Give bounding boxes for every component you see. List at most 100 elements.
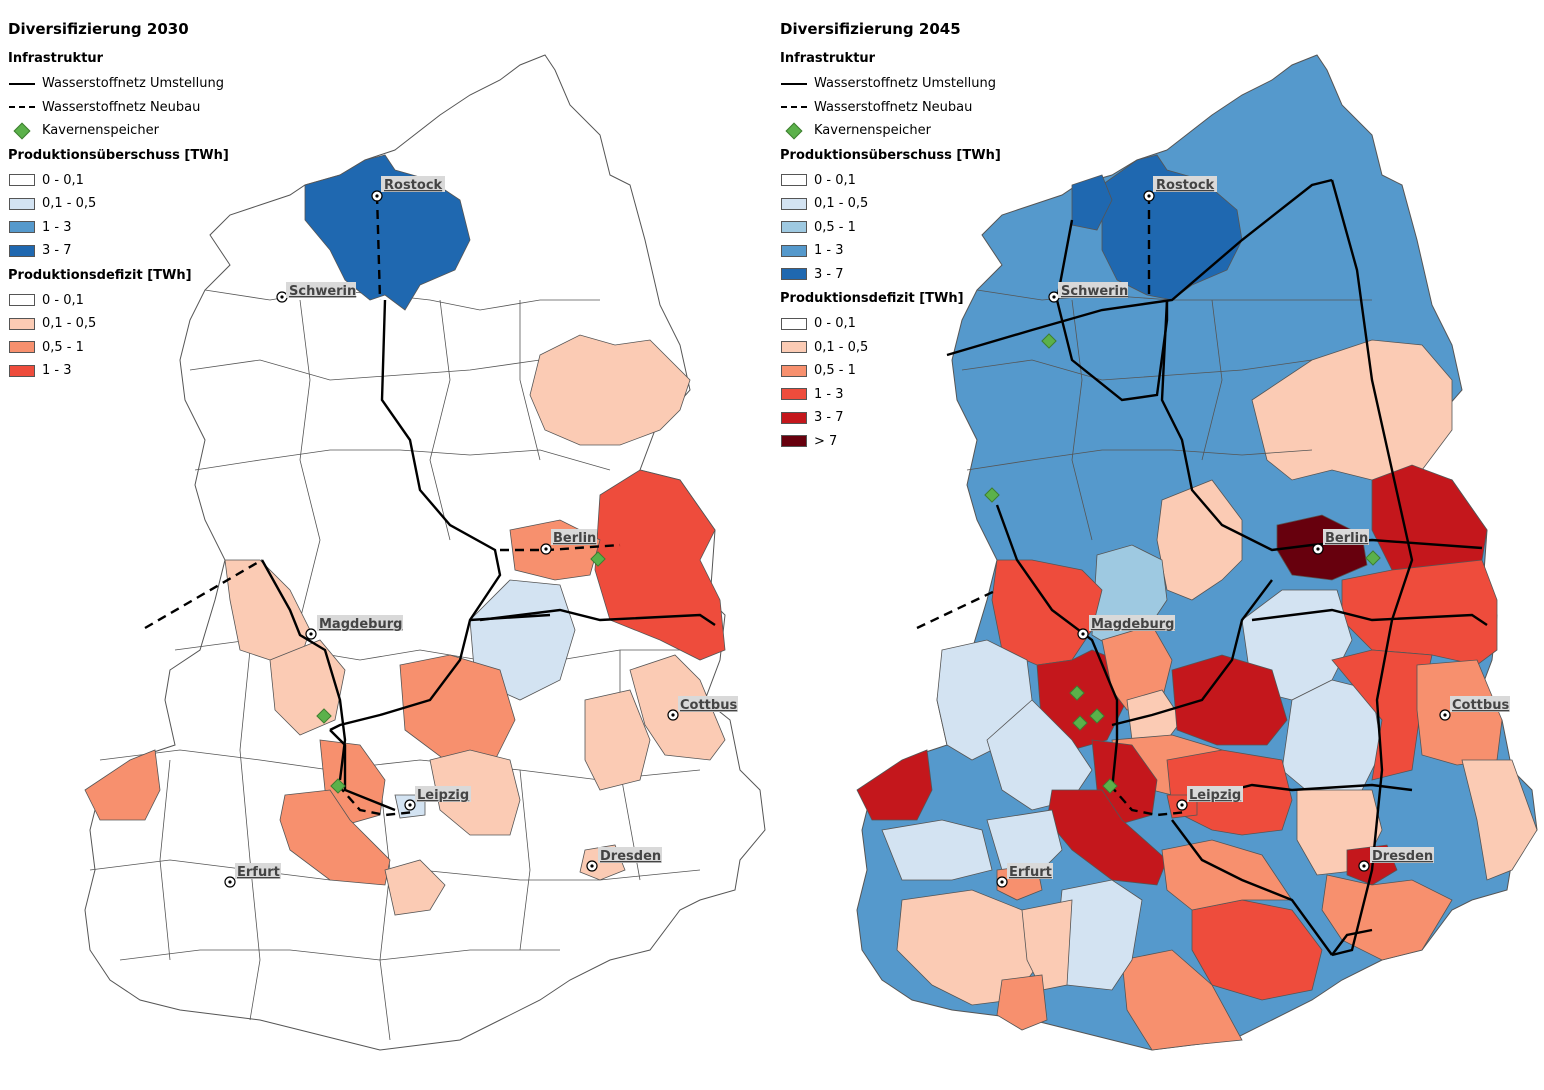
city-schwerin: Schwerin xyxy=(1048,282,1128,303)
swatch-icon xyxy=(781,364,807,377)
region-oder xyxy=(1371,464,1488,571)
region-saale xyxy=(279,789,391,886)
city-dresden: Dresden xyxy=(1358,847,1434,872)
map-2045: Rostock Schwerin Berlin Magdeburg Cottbu… xyxy=(856,54,1538,1051)
svg-text:Magdeburg: Magdeburg xyxy=(1091,617,1174,632)
legend-item-deficit: 0,5 - 1 xyxy=(8,336,229,360)
svg-text:Erfurt: Erfurt xyxy=(237,865,280,880)
swatch-icon xyxy=(9,317,35,330)
region-gotha xyxy=(881,819,993,881)
region-zwickau xyxy=(1121,949,1243,1051)
legend-item-surplus: 1 - 3 xyxy=(8,216,229,240)
city-dresden: Dresden xyxy=(586,847,662,872)
region-eichsfeld xyxy=(856,749,933,821)
legend-item-surplus: 0 - 0,1 xyxy=(8,169,229,193)
diamond-icon xyxy=(785,122,803,140)
legend-heading-infrastructure: Infrastruktur xyxy=(780,51,876,66)
legend-item-conversion: Wasserstoffnetz Umstellung xyxy=(8,72,229,96)
swatch-icon xyxy=(781,197,807,210)
svg-text:Rostock: Rostock xyxy=(384,178,443,193)
storage-diamond xyxy=(984,487,1000,503)
pipelines-conversion xyxy=(946,178,1488,957)
region-uckermark-south xyxy=(1251,339,1453,481)
legend-heading-surplus: Produktionsüberschuss [TWh] xyxy=(8,147,229,163)
legend-heading-deficit: Produktionsdefizit [TWh] xyxy=(780,291,964,306)
legend-2045: Infrastruktur Wasserstoffnetz Umstellung… xyxy=(780,50,1001,453)
pipelines-conversion xyxy=(260,299,716,812)
swatch-icon xyxy=(781,317,807,330)
dashed-line-icon xyxy=(9,106,35,109)
swatch-icon xyxy=(9,341,35,354)
swatch-icon xyxy=(781,411,807,424)
legend-item-surplus: 3 - 7 xyxy=(780,263,1001,287)
solid-line-icon xyxy=(781,82,807,85)
region-spree-neisse xyxy=(1461,759,1538,881)
map-title: Diversifizierung 2045 xyxy=(780,20,961,38)
storage-diamond xyxy=(1041,333,1057,349)
city-erfurt: Erfurt xyxy=(996,863,1053,888)
svg-text:Berlin: Berlin xyxy=(553,531,596,546)
city-markers: Rostock Schwerin Berlin Magdeburg Cottbu… xyxy=(224,176,738,888)
legend-item-storage: Kavernenspeicher xyxy=(780,119,1001,143)
svg-text:Cottbus: Cottbus xyxy=(680,698,737,713)
legend-item-deficit: 0,1 - 0,5 xyxy=(780,336,1001,360)
legend-item-surplus: 0 - 0,1 xyxy=(780,169,1001,193)
swatch-icon xyxy=(9,364,35,377)
svg-text:Dresden: Dresden xyxy=(600,849,661,864)
region-oder-spree xyxy=(1341,559,1498,666)
legend-item-surplus: 3 - 7 xyxy=(8,239,229,263)
city-berlin: Berlin xyxy=(1312,529,1369,555)
region-eichsfeld xyxy=(84,749,161,821)
legend-item-deficit: 1 - 3 xyxy=(8,359,229,383)
city-markers: Rostock Schwerin Berlin Magdeburg Cottbu… xyxy=(996,176,1510,888)
region-elbe-elster xyxy=(584,689,651,791)
city-magdeburg: Magdeburg xyxy=(1077,615,1175,640)
city-rostock: Rostock xyxy=(1143,176,1217,202)
legend-item-deficit: 0,1 - 0,5 xyxy=(8,312,229,336)
storage-sites xyxy=(316,551,606,794)
choropleth-2045 xyxy=(856,154,1538,1051)
legend-heading-infrastructure: Infrastruktur xyxy=(8,51,104,66)
svg-text:Leipzig: Leipzig xyxy=(1189,788,1241,803)
svg-text:Schwerin: Schwerin xyxy=(289,284,356,299)
storage-diamond xyxy=(590,551,606,567)
legend-item-deficit: > 7 xyxy=(780,430,1001,454)
region-mansfeld xyxy=(986,699,1093,811)
region-teltow xyxy=(1281,679,1383,796)
district-boundaries xyxy=(89,289,701,1041)
region-cottbus xyxy=(629,654,726,761)
region-wittenberg xyxy=(1171,654,1288,746)
region-uckermark xyxy=(529,334,691,446)
city-schwerin: Schwerin xyxy=(276,282,356,303)
region-erzgebirge xyxy=(1191,899,1323,1001)
legend-item-deficit: 0 - 0,1 xyxy=(780,312,1001,336)
city-rostock: Rostock xyxy=(371,176,445,202)
city-leipzig: Leipzig xyxy=(1176,786,1243,811)
region-barnim-west xyxy=(1156,479,1243,601)
swatch-icon xyxy=(781,268,807,281)
svg-text:Magdeburg: Magdeburg xyxy=(319,617,402,632)
svg-text:Dresden: Dresden xyxy=(1372,849,1433,864)
solid-line-icon xyxy=(9,82,35,85)
map-panel-2030: Rostock Schwerin Berlin Magdeburg Cottbu… xyxy=(8,20,766,1051)
swatch-icon xyxy=(9,174,35,187)
swatch-icon xyxy=(781,435,807,448)
storage-sites xyxy=(984,333,1381,794)
legend-item-deficit: 3 - 7 xyxy=(780,406,1001,430)
city-cottbus: Cottbus xyxy=(667,696,738,721)
legend-heading-deficit: Produktionsdefizit [TWh] xyxy=(8,267,192,283)
storage-diamond xyxy=(1089,708,1105,724)
region-vogtland xyxy=(996,974,1048,1031)
legend-heading-surplus: Produktionsüberschuss [TWh] xyxy=(780,147,1001,163)
region-wittenberg xyxy=(399,654,516,761)
legend-item-surplus: 0,1 - 0,5 xyxy=(8,192,229,216)
legend-item-deficit: 0,5 - 1 xyxy=(780,359,1001,383)
legend-item-surplus: 0,5 - 1 xyxy=(780,216,1001,240)
region-zeitz xyxy=(384,859,446,916)
city-magdeburg: Magdeburg xyxy=(305,615,403,640)
diamond-icon xyxy=(13,122,31,140)
legend-item-newbuild: Wasserstoffnetz Neubau xyxy=(8,96,229,120)
storage-diamond xyxy=(316,708,332,724)
city-cottbus: Cottbus xyxy=(1439,696,1510,721)
region-chemnitz xyxy=(1161,839,1293,911)
